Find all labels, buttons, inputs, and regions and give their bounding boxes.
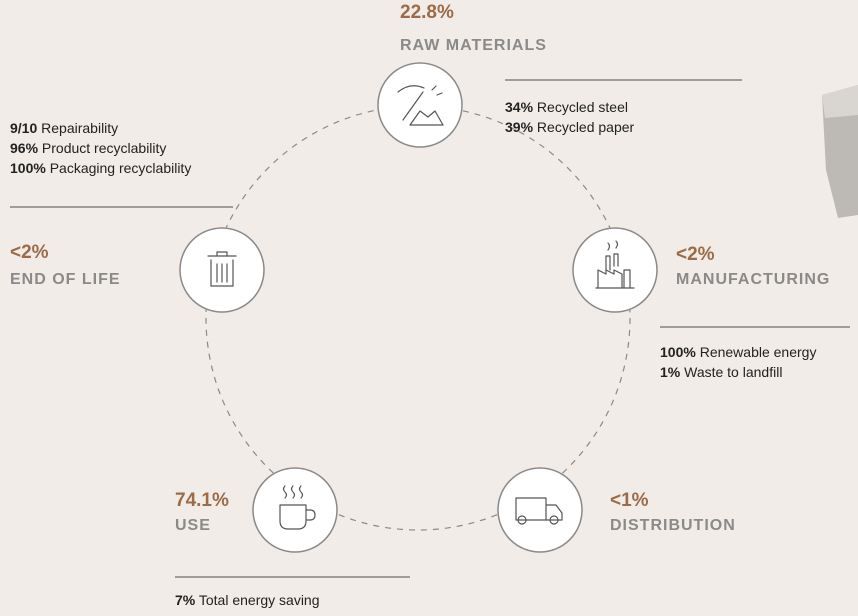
stat-text: Packaging recyclability [50, 160, 192, 176]
stage-percent: 22.8% [400, 2, 454, 23]
manufacturing-icon [573, 228, 657, 312]
stat-line: 34% Recycled steel [505, 99, 628, 115]
stat-line: 7% Total energy saving [175, 592, 320, 608]
stat-value: 34% [505, 99, 534, 115]
stat-value: 7% [175, 592, 196, 608]
stat-text: Repairability [41, 120, 118, 136]
stat-text: Product recyclability [42, 140, 167, 156]
stat-text: Total energy saving [199, 592, 320, 608]
raw-materials-icon [378, 63, 462, 147]
end-of-life-icon [180, 228, 264, 312]
stat-text: Waste to landfill [684, 364, 782, 380]
stat-value: 9/10 [10, 120, 37, 136]
stage-percent: 74.1% [175, 490, 229, 511]
stat-value: 39% [505, 119, 534, 135]
stage-label: END OF LIFE [10, 271, 121, 288]
stage-label: USE [175, 517, 211, 534]
stat-line: 96% Product recyclability [10, 140, 166, 156]
stage-percent: <2% [10, 242, 49, 263]
stat-text: Recycled steel [537, 99, 628, 115]
stage-label: RAW MATERIALS [400, 37, 547, 54]
stat-line: 1% Waste to landfill [660, 364, 782, 380]
use-icon [253, 468, 337, 552]
distribution-icon [498, 468, 582, 552]
stat-value: 100% [10, 160, 46, 176]
diagram: 22.8% RAW MATERIALS 34% Recycled steel 39% … [0, 0, 858, 616]
stage-percent: <2% [676, 244, 715, 265]
stage-label: DISTRIBUTION [610, 517, 736, 534]
stat-line: 39% Recycled paper [505, 119, 635, 135]
stat-line: 100% Packaging recyclability [10, 160, 191, 176]
stage-label: MANUFACTURING [676, 271, 830, 288]
stat-value: 100% [660, 344, 696, 360]
stage-percent: <1% [610, 490, 649, 511]
stat-value: 96% [10, 140, 39, 156]
stat-line: 100% Renewable energy [660, 344, 816, 360]
stat-text: Renewable energy [700, 344, 817, 360]
stat-line: 9/10 Repairability [10, 120, 118, 136]
stat-text: Recycled paper [537, 119, 635, 135]
stat-value: 1% [660, 364, 681, 380]
